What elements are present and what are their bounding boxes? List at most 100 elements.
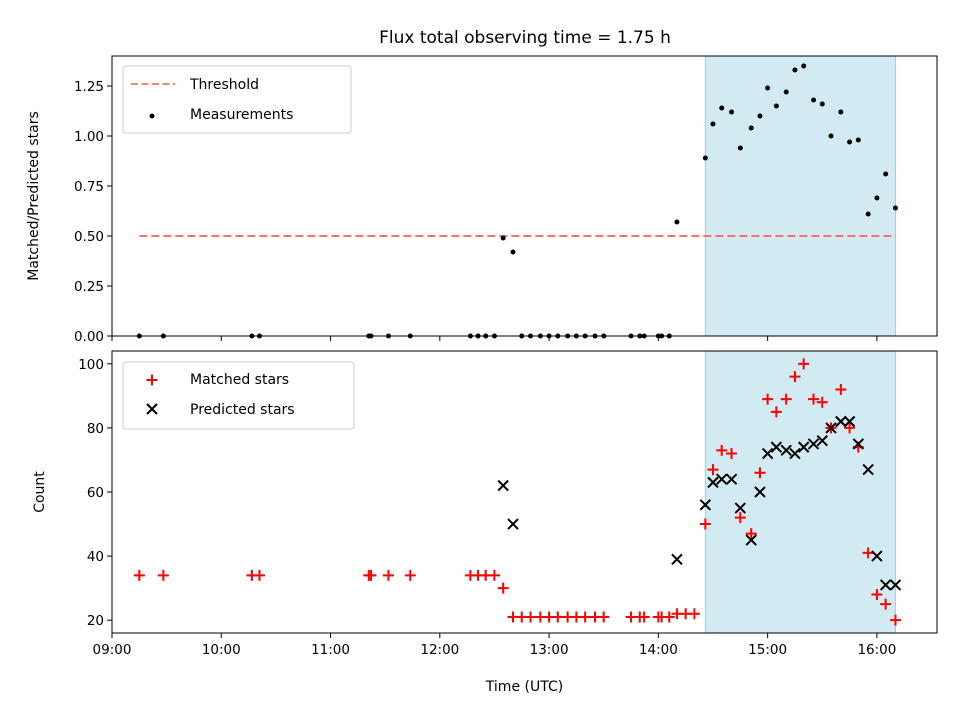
predicted-stars-point <box>754 486 766 498</box>
measurements-point <box>710 121 716 127</box>
ratio-panel-x-ticks <box>111 336 878 341</box>
count-panel-x-axis-label: Time (UTC) <box>485 679 563 695</box>
legend-predicted-label: Predicted stars <box>190 402 295 418</box>
ratio-panel-legend-box <box>122 65 352 134</box>
ratio-panel-frame <box>111 55 938 337</box>
count-panel-y-ticks: 20 40 60 80 100 <box>78 357 112 629</box>
matched-stars-point <box>745 528 757 540</box>
predicted-stars-point <box>734 502 747 514</box>
matched-stars-point <box>525 611 537 623</box>
ratio-panel: 0.00 0.25 0.50 0.75 1.00 1.25 Matched/Predict… <box>26 55 938 345</box>
predicted-stars-point <box>852 438 865 450</box>
measurements-point <box>855 137 861 143</box>
x-tick-label: 14:00 <box>639 642 678 658</box>
matched-stars-point <box>770 406 782 418</box>
legend-matched-label: Matched stars <box>190 372 289 388</box>
matched-stars-point <box>688 608 700 620</box>
predicted-stars-point <box>789 447 801 460</box>
predicted-stars-point <box>835 415 847 428</box>
matched-stars-point <box>871 589 883 601</box>
x-tick-label: 10:00 <box>202 642 241 658</box>
matched-stars-point <box>726 448 738 460</box>
y-tick-label: 40 <box>87 549 104 565</box>
ratio-panel-y-ticks: 0.00 0.25 0.50 0.75 1.00 1.25 <box>74 79 112 345</box>
predicted-stars-point <box>816 435 828 447</box>
x-tick-label: 12:00 <box>420 642 459 658</box>
predicted-stars-point <box>707 476 719 489</box>
measurements-point <box>757 113 763 119</box>
x-tick-label: 16:00 <box>857 642 896 658</box>
count-panel-legend-box <box>122 361 355 430</box>
legend-predicted-marker <box>146 403 158 415</box>
predicted-stars-point <box>497 479 509 492</box>
count-panel-y-axis-label: Count <box>32 471 48 513</box>
predicted-stars-point <box>825 422 837 434</box>
x-tick-label: 09:00 <box>93 642 132 658</box>
predicted-stars-point <box>699 499 712 511</box>
matched-stars-point <box>133 569 145 581</box>
ratio-panel-legend: Threshold Measurements <box>122 65 352 134</box>
matched-stars-point <box>844 422 856 434</box>
count-panel-legend: Matched stars Predicted stars <box>122 361 355 430</box>
matched-stars-point <box>716 444 728 456</box>
y-tick-label: 60 <box>87 485 104 501</box>
x-tick-label: 13:00 <box>530 642 569 658</box>
measurements-point <box>719 105 725 111</box>
x-tick-label: 11:00 <box>311 642 350 658</box>
y-tick-label: 20 <box>87 613 104 629</box>
y-tick-label: 1.25 <box>74 79 104 95</box>
y-tick-label: 0.75 <box>74 179 104 195</box>
measurements-point <box>510 249 516 255</box>
matched-stars-point <box>798 358 810 370</box>
measurements-point <box>783 89 789 95</box>
matched-stars-point <box>579 611 591 623</box>
predicted-stars-point <box>761 447 774 460</box>
measurements-point <box>674 219 680 225</box>
matched-stars-point <box>754 467 766 479</box>
matched-stars-point <box>780 393 792 405</box>
measurements-point <box>819 101 825 107</box>
measurements-point <box>838 109 844 115</box>
matched-stars-point <box>638 611 650 623</box>
matched-stars-point <box>365 569 377 581</box>
count-panel: 20 40 60 80 100 09:00 10:00 11:00 12:00 13:00 14:… <box>32 350 938 695</box>
count-panel-observing-window <box>705 351 896 633</box>
predicted-stars-point <box>862 463 874 476</box>
legend-matched-marker <box>146 374 158 386</box>
matched-stars-point <box>734 512 746 524</box>
measurements-point <box>828 133 834 139</box>
ratio-panel-observing-window <box>705 56 896 336</box>
matched-stars-point <box>835 383 847 395</box>
y-tick-label: 0.00 <box>74 329 104 345</box>
measurements-point <box>748 125 754 131</box>
measurements-point <box>883 171 889 177</box>
measurements-point <box>801 63 807 69</box>
matched-stars-point <box>789 371 801 383</box>
predicted-stars-point <box>507 518 519 530</box>
matched-stars-point <box>808 393 820 405</box>
matched-stars-point <box>254 569 266 581</box>
matched-stars-point <box>497 582 509 594</box>
matched-stars-point <box>816 396 828 408</box>
measurements-point <box>892 205 898 211</box>
matched-stars-point <box>382 569 394 581</box>
predicted-stars-point <box>770 441 783 453</box>
measurements-point <box>792 67 798 73</box>
y-tick-label: 80 <box>87 421 104 437</box>
matched-stars-point <box>663 611 675 623</box>
y-tick-label: 100 <box>78 357 104 373</box>
predicted-stars-point <box>879 579 892 591</box>
predicted-stars-point <box>745 534 757 546</box>
matched-stars-point <box>862 547 874 559</box>
y-tick-label: 0.50 <box>74 229 104 245</box>
predicted-stars-point <box>843 415 856 428</box>
matched-stars-point <box>889 614 901 626</box>
measurements-point <box>874 195 880 201</box>
predicted-stars-point <box>780 444 792 457</box>
matched-stars-point <box>404 569 416 581</box>
measurements-point <box>865 211 871 217</box>
x-tick-label: 15:00 <box>748 642 787 658</box>
matched-stars-point <box>157 569 169 581</box>
predicted-stars-point <box>671 553 683 566</box>
